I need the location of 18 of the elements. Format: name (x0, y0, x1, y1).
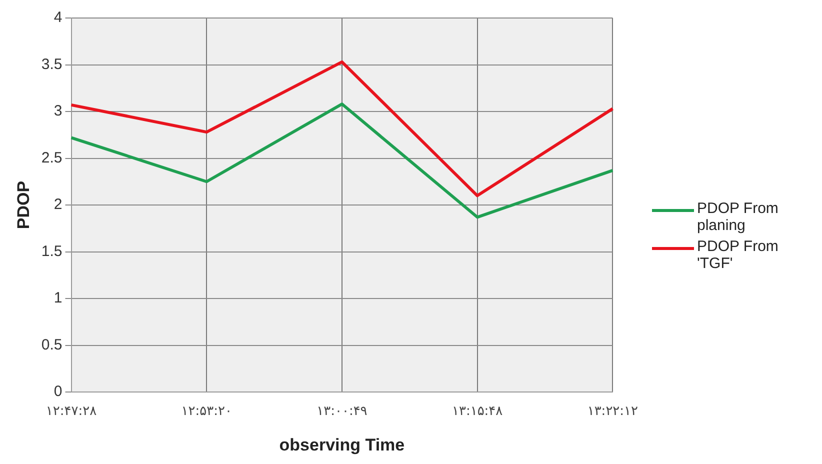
y-tick-label: 4 (54, 9, 62, 26)
x-tick-label: ۱۳:۱۵:۴۸ (452, 404, 503, 420)
legend-label: PDOP From 'TGF' (697, 238, 780, 272)
y-tick-label: 1 (54, 290, 62, 307)
y-tick-label: 1.5 (41, 242, 62, 260)
y-tick-label: 2.5 (41, 149, 62, 166)
x-tick-label: ۱۲:۵۳:۲۰ (181, 404, 232, 420)
y-axis-title: PDOP (14, 180, 33, 230)
x-tick-label: ۱۲:۴۷:۲۸ (46, 404, 97, 420)
x-axis-title: observing Time (279, 435, 405, 454)
y-tick-label: 0.5 (41, 336, 62, 354)
x-tick-label: ۱۳:۲۲:۱۲ (587, 404, 638, 420)
y-tick-label: 3.5 (41, 56, 62, 73)
x-tick-label: ۱۳:۰۰:۴۹ (316, 404, 368, 420)
y-tick-label: 0 (54, 383, 62, 400)
y-tick-label: 2 (54, 196, 62, 214)
legend-label: PDOP From planing (697, 200, 780, 234)
y-tick-label: 3 (54, 102, 62, 120)
